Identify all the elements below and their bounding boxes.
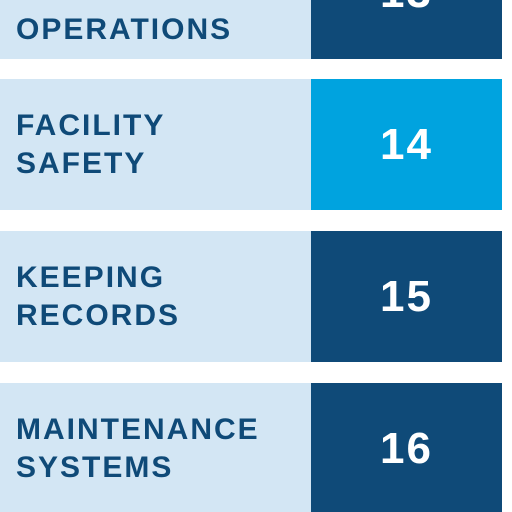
section-row-operations[interactable]: OPERATIONS 13 [0, 0, 502, 59]
section-label: KEEPING RECORDS [0, 231, 311, 362]
section-label: FACILITY SAFETY [0, 79, 311, 210]
section-label: OPERATIONS [0, 0, 311, 59]
section-label-line: KEEPING [16, 260, 166, 294]
section-number-box: 16 [311, 383, 502, 512]
section-row-keeping-records[interactable]: KEEPING RECORDS 15 [0, 231, 502, 362]
section-label-line: FACILITY [16, 108, 166, 142]
section-label: MAINTENANCE SYSTEMS [0, 383, 311, 512]
section-number: 14 [380, 119, 433, 169]
section-number-box: 15 [311, 231, 502, 362]
section-label-line: OPERATIONS [16, 13, 233, 46]
section-number: 15 [380, 271, 433, 321]
section-row-facility-safety[interactable]: FACILITY SAFETY 14 [0, 79, 502, 210]
section-label-line: SYSTEMS [16, 450, 174, 484]
section-label-line: MAINTENANCE [16, 412, 260, 446]
section-label-line: SAFETY [16, 146, 147, 180]
section-number: 16 [380, 423, 433, 473]
section-label-line: RECORDS [16, 298, 181, 332]
section-row-maintenance-systems[interactable]: MAINTENANCE SYSTEMS 16 [0, 383, 502, 512]
section-number-box: 14 [311, 79, 502, 210]
section-number-box: 13 [311, 0, 502, 59]
section-number: 13 [380, 0, 433, 18]
